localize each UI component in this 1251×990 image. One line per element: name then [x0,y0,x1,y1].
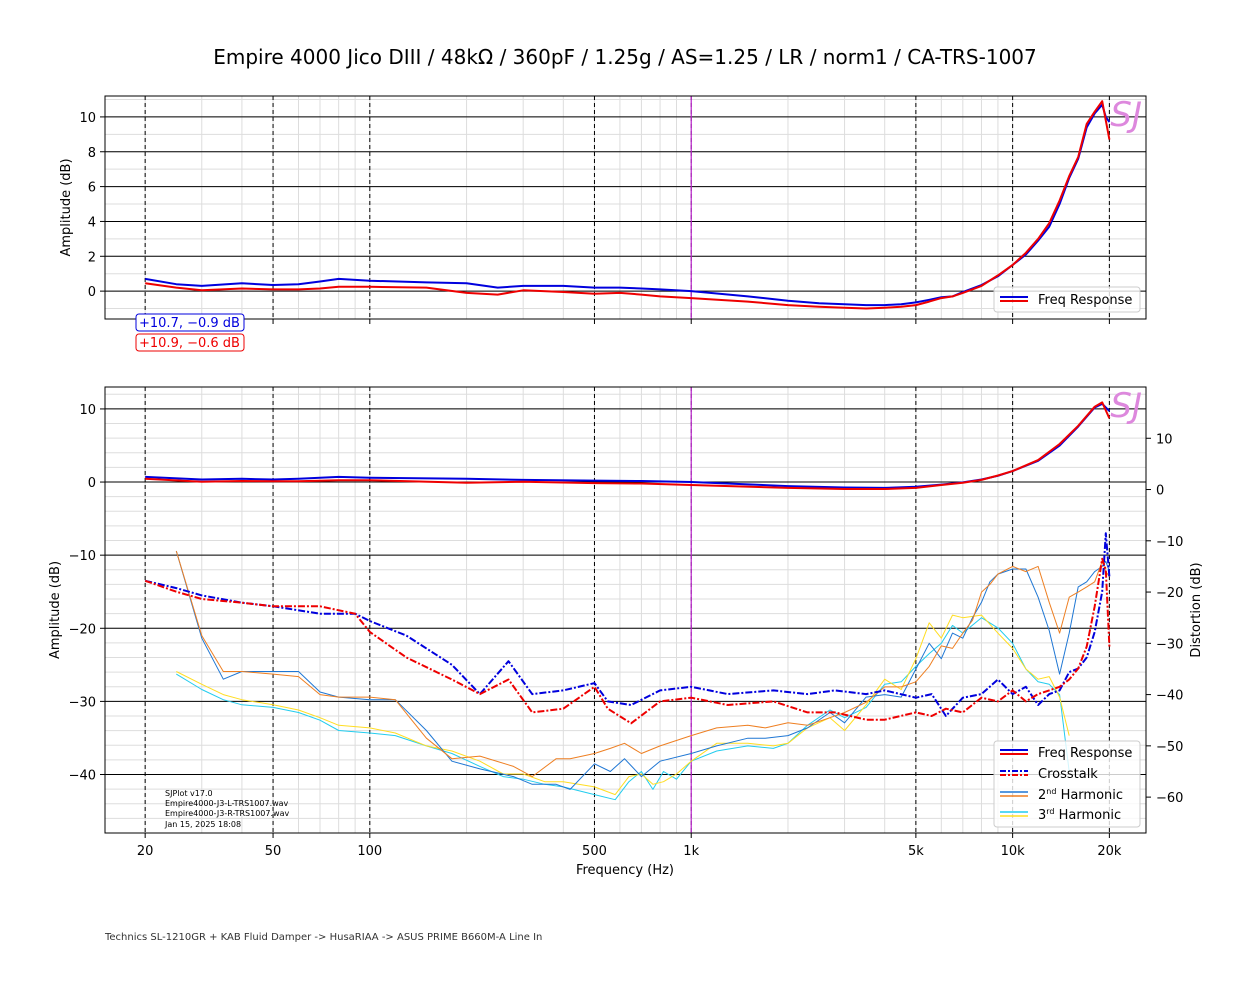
x-tick-label: 1k [683,844,699,859]
y2-tick-label: −20 [1156,586,1183,601]
info-line: Jan 15, 2025 18:08 [164,820,241,829]
y2-tick-label: −60 [1156,791,1183,806]
footer-note: Technics SL-1210GR + KAB Fluid Damper ->… [104,932,542,943]
crosstalk-r-line [144,557,1111,725]
freq-response-r-line [145,401,1111,490]
plot-frame [104,386,1147,834]
y2-tick-label: −10 [1156,535,1183,550]
info-line: Empire4000-J3-R-TRS1007.wav [165,809,289,818]
freq-response-l-line [145,103,1111,307]
y-tick-label: 10 [79,111,96,126]
grid [105,387,1146,834]
freq-response-r-line [145,100,1111,310]
y-tick-label: 4 [88,215,96,230]
peak-label-right-box [135,333,245,352]
frequency-response-panel: 0 2 4 6 8 10 Amplitude (dB) SJ Freq Response [59,95,1147,324]
legend: Freq Response [993,286,1141,313]
y2-tick-label: −40 [1156,689,1183,704]
axes: 0 2 4 6 8 10 Amplitude (dB) [59,111,1110,324]
y-axis-label: Amplitude (dB) [48,561,63,659]
3rd-harmonic-l-line [176,617,1070,801]
legend-label: Freq Response [1038,746,1132,761]
y-tick-label: −30 [69,695,96,710]
legend-label-3rd-harmonic: 3rd Harmonic [1038,807,1121,823]
2nd-harmonic-l-line [175,550,1110,790]
x-tick-label: 500 [582,844,607,859]
y2-tick-label: −50 [1156,740,1183,755]
grid [105,96,1146,319]
y2-tick-label: 0 [1156,484,1164,499]
x-tick-label: 20 [137,844,154,859]
legend-label-2nd-harmonic: 2nd Harmonic [1038,787,1123,803]
chart-title: Empire 4000 Jico DIII / 48kΩ / 360pF / 1… [213,45,1037,69]
peak-label-left-box [135,313,245,332]
y-tick-label: −40 [69,769,96,784]
x-tick-label: 20k [1097,844,1122,859]
legend-box [993,740,1141,828]
x-tick-label: 50 [265,844,282,859]
3rd-harmonic-r-line [176,614,1070,796]
y-tick-label: 2 [88,250,96,265]
y-tick-label: 6 [88,181,96,196]
x-tick-label: 5k [908,844,924,859]
y2-tick-label: −30 [1156,637,1183,652]
y-tick-label: 0 [88,285,96,300]
watermark: SJ [1110,95,1142,135]
y-tick-label: −10 [69,549,96,564]
watermark: SJ [1110,386,1142,426]
y-tick-label: 10 [79,403,96,418]
y-tick-label: −20 [69,622,96,637]
crosstalk-l-line [144,532,1111,717]
x-axis-label: Frequency (Hz) [576,863,674,878]
y2-tick-label: 10 [1156,432,1173,447]
freq-response-l-line [145,402,1111,489]
info-line: SJPlot v17.0 [165,789,213,798]
y-axis-label: Amplitude (dB) [59,158,74,256]
y-tick-label: 0 [88,476,96,491]
x-tick-label: 100 [357,844,382,859]
legend-box [993,286,1141,313]
legend-label: Crosstalk [1038,767,1098,782]
plot-frame [104,95,1147,320]
x-tick-label: 10k [1001,844,1026,859]
info-text: SJPlot v17.0 Empire4000-J3-L-TRS1007.wav… [164,789,289,829]
legend-label: Freq Response [1038,293,1132,308]
legend: Freq Response Crosstalk 2nd Harmonic 3rd… [993,740,1141,828]
peak-label-left: +10.7, −0.9 dB [139,316,240,331]
y2-axis-label: Distortion (dB) [1189,562,1204,657]
y-tick-label: 8 [88,146,96,161]
plot-lines [144,401,1111,801]
2nd-harmonic-r-line [175,550,1110,778]
info-line: Empire4000-J3-L-TRS1007.wav [165,799,289,808]
peak-label-right: +10.9, −0.6 dB [139,336,240,351]
plot-lines [145,100,1111,310]
peak-labels: +10.7, −0.9 dB +10.9, −0.6 dB [135,313,245,352]
